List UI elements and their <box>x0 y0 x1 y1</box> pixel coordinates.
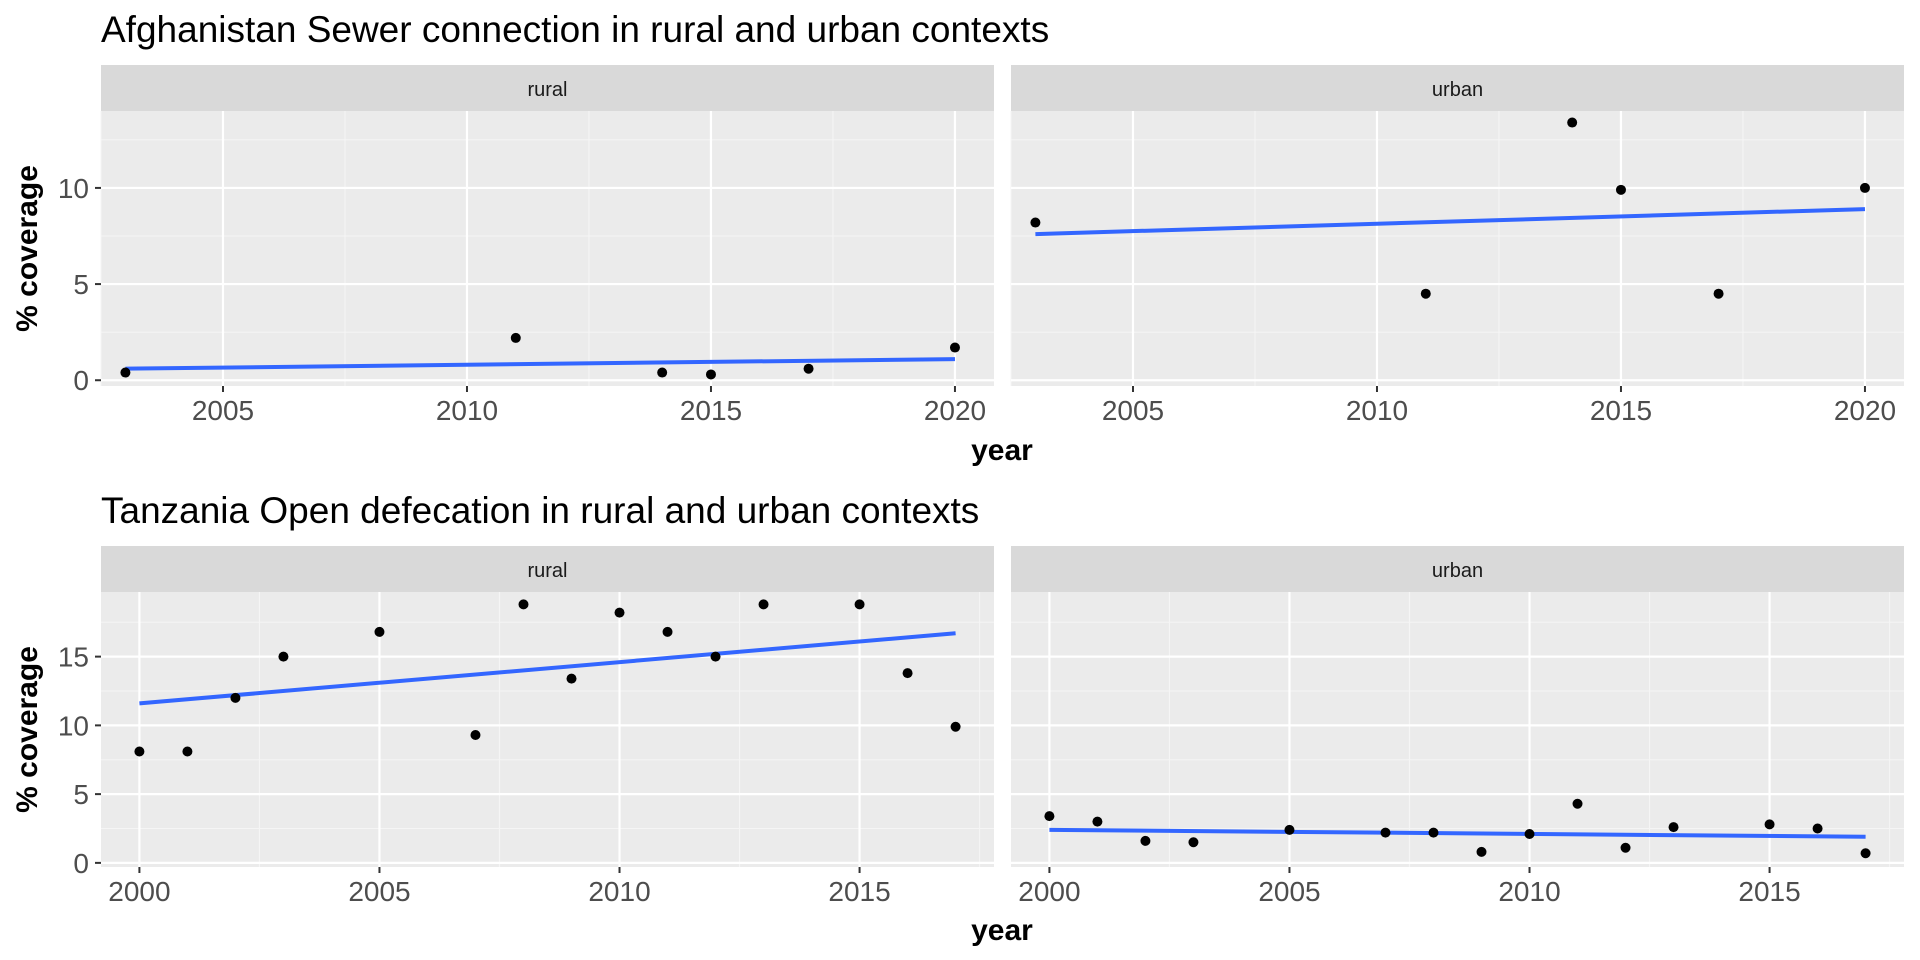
y-tick-label: 0 <box>73 848 89 879</box>
data-point-rural-0 <box>120 367 131 378</box>
x-tick-label: 2010 <box>436 395 498 426</box>
data-point-rural-1 <box>230 692 241 703</box>
x-tick-label: 2020 <box>924 395 986 426</box>
strip-urban-tanzania <box>1011 546 1904 592</box>
panel-background-rural-afghanistan <box>101 111 994 386</box>
panel-plot-urban-tanzania: 2000 2005 2010 2015 <box>1011 592 1904 907</box>
strip-urban-afghanistan <box>1011 65 1904 111</box>
data-point-rural-0 <box>657 367 668 378</box>
chart-title-tanzania: Tanzania Open defecation in rural and ur… <box>101 490 979 531</box>
y-tick-label: 10 <box>58 710 89 741</box>
trend-line-urban-0 <box>1035 207 1866 237</box>
data-point-urban-1 <box>1620 842 1631 853</box>
x-tick-label: 2010 <box>1498 876 1560 907</box>
x-tick-label: 2010 <box>1346 395 1408 426</box>
y-tick-label: 5 <box>73 779 89 810</box>
panel-background-rural-tanzania <box>101 592 994 867</box>
trend-line-rural-0 <box>125 357 955 371</box>
data-point-urban-0 <box>1030 217 1041 228</box>
facet-rural-afghanistan: rural 2005 2010 2015 2020 0 5 10 <box>58 65 994 426</box>
data-point-urban-1 <box>1668 822 1679 833</box>
x-tick-label: 2020 <box>1834 395 1896 426</box>
facet-rural-tanzania: rural 2000 2005 2010 2015 0 5 10 15 <box>58 546 994 907</box>
data-point-urban-1 <box>1476 846 1487 857</box>
data-point-urban-1 <box>1092 816 1103 827</box>
data-point-rural-0 <box>705 369 716 380</box>
data-point-urban-1 <box>1140 835 1151 846</box>
data-point-rural-1 <box>278 651 289 662</box>
panel-plot-rural-afghanistan: 2005 2010 2015 2020 0 5 10 <box>58 111 994 426</box>
y-tick-label: 15 <box>58 642 89 673</box>
data-point-urban-0 <box>1420 288 1431 299</box>
data-point-rural-1 <box>518 599 529 610</box>
chart-afghanistan: Afghanistan Sewer connection in rural an… <box>11 9 1904 467</box>
trend-line-rural-1 <box>139 631 956 706</box>
data-point-urban-1 <box>1860 848 1871 859</box>
data-point-rural-1 <box>470 730 481 740</box>
x-tick-label: 2005 <box>348 876 410 907</box>
x-tick-label: 2005 <box>1102 395 1164 426</box>
data-point-urban-0 <box>1567 117 1578 128</box>
x-tick-label: 2015 <box>828 876 890 907</box>
data-point-rural-1 <box>902 668 913 679</box>
panel-plot-rural-tanzania: 2000 2005 2010 2015 0 5 10 15 <box>58 592 994 907</box>
data-point-urban-0 <box>1713 288 1724 299</box>
panel-plot-urban-afghanistan: 2005 2010 2015 2020 <box>1010 111 1904 426</box>
y-tick-label: 0 <box>73 365 89 396</box>
data-point-urban-1 <box>1044 811 1055 822</box>
data-point-urban-0 <box>1859 182 1870 193</box>
strip-label-urban-tanzania: urban <box>1432 560 1483 582</box>
chart-tanzania: Tanzania Open defecation in rural and ur… <box>11 490 1904 947</box>
data-point-urban-1 <box>1812 823 1823 834</box>
data-point-rural-0 <box>803 363 814 374</box>
x-tick-label: 2015 <box>680 395 742 426</box>
data-point-rural-1 <box>710 651 721 662</box>
data-point-urban-1 <box>1572 798 1583 809</box>
x-tick-label: 2010 <box>588 876 650 907</box>
x-axis-title-afghanistan: year <box>971 434 1033 467</box>
data-point-rural-1 <box>950 721 961 732</box>
data-point-urban-0 <box>1615 184 1626 195</box>
data-point-rural-1 <box>374 626 385 637</box>
x-tick-label: 2015 <box>1738 876 1800 907</box>
data-point-rural-1 <box>758 599 769 610</box>
facet-urban-afghanistan: urban 2005 2010 2015 2020 <box>1010 65 1904 426</box>
panel-background-urban-tanzania <box>1011 592 1904 867</box>
x-tick-label: 2005 <box>1258 876 1320 907</box>
strip-rural-tanzania <box>101 546 994 592</box>
y-axis-title-tanzania: % coverage <box>11 646 44 813</box>
strip-label-rural-afghanistan: rural <box>527 79 567 101</box>
data-point-rural-1 <box>182 746 193 757</box>
data-point-urban-1 <box>1428 827 1439 838</box>
data-point-urban-1 <box>1284 824 1295 835</box>
data-point-rural-1 <box>854 599 865 610</box>
x-tick-label: 2015 <box>1590 395 1652 426</box>
strip-label-rural-tanzania: rural <box>527 560 567 582</box>
x-tick-label: 2000 <box>108 876 170 907</box>
data-point-rural-0 <box>510 332 521 343</box>
data-point-urban-1 <box>1524 829 1535 839</box>
data-point-urban-1 <box>1380 827 1391 838</box>
data-point-rural-0 <box>949 342 960 353</box>
data-point-urban-1 <box>1764 819 1775 830</box>
y-tick-label: 10 <box>58 173 89 204</box>
x-axis-title-tanzania: year <box>971 914 1033 947</box>
x-tick-label: 2005 <box>192 395 254 426</box>
data-point-rural-1 <box>134 746 145 757</box>
chart-title-afghanistan: Afghanistan Sewer connection in rural an… <box>101 9 1049 50</box>
strip-rural-afghanistan <box>101 65 994 111</box>
panel-background-urban-afghanistan <box>1011 111 1904 386</box>
data-point-rural-1 <box>566 673 577 684</box>
strip-label-urban-afghanistan: urban <box>1432 79 1483 101</box>
trend-line-urban-1 <box>1049 827 1866 839</box>
data-point-rural-1 <box>662 626 673 637</box>
y-axis-title-afghanistan: % coverage <box>11 165 44 332</box>
x-tick-label: 2000 <box>1018 876 1080 907</box>
data-point-urban-1 <box>1188 837 1199 848</box>
y-tick-label: 5 <box>73 269 89 300</box>
data-point-rural-1 <box>614 607 625 618</box>
facet-urban-tanzania: urban 2000 2005 2010 2015 <box>1011 546 1904 907</box>
